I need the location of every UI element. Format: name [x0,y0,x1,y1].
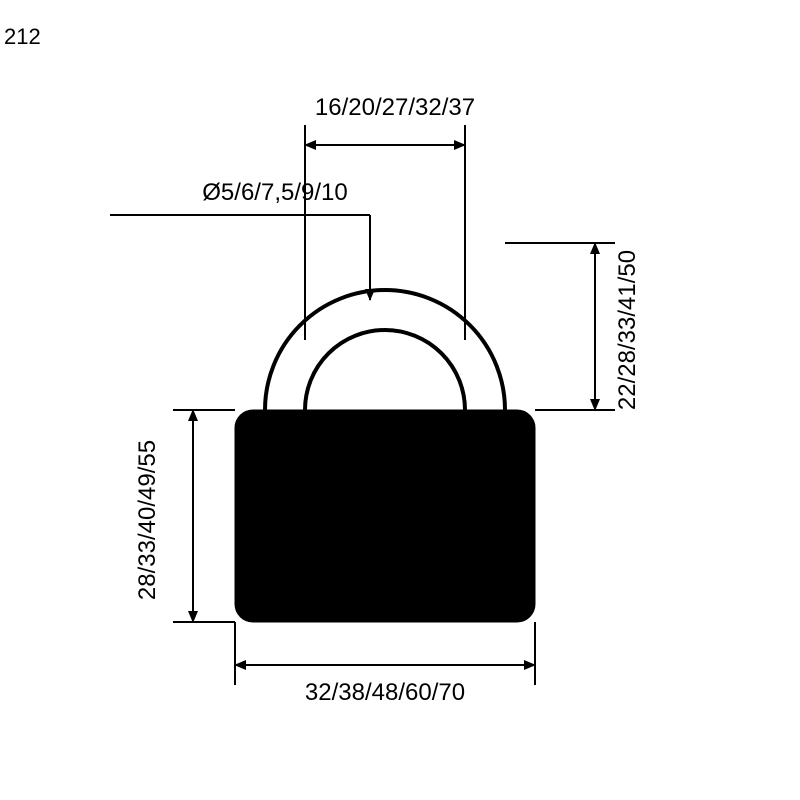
dim-shackle-height-label: 22/28/33/41/50 [614,250,641,410]
dim-body-height-label: 28/33/40/49/55 [134,440,161,600]
padlock-dimension-diagram: 212 16/20/27/32/37 Ø5/6/7,5/9/10 22/28/3… [0,0,800,800]
dim-diameter: Ø5/6/7,5/9/10 [110,179,370,300]
dim-bottom-width-label: 32/38/48/60/70 [305,679,465,706]
dim-bottom-width: 32/38/48/60/70 [235,622,535,706]
padlock-body [235,410,535,622]
corner-label: 212 [4,24,41,49]
dim-top-inner-width-label: 16/20/27/32/37 [315,94,475,121]
dim-shackle-height: 22/28/33/41/50 [505,243,641,410]
dim-body-height: 28/33/40/49/55 [134,410,235,622]
dim-diameter-label: Ø5/6/7,5/9/10 [202,179,347,206]
